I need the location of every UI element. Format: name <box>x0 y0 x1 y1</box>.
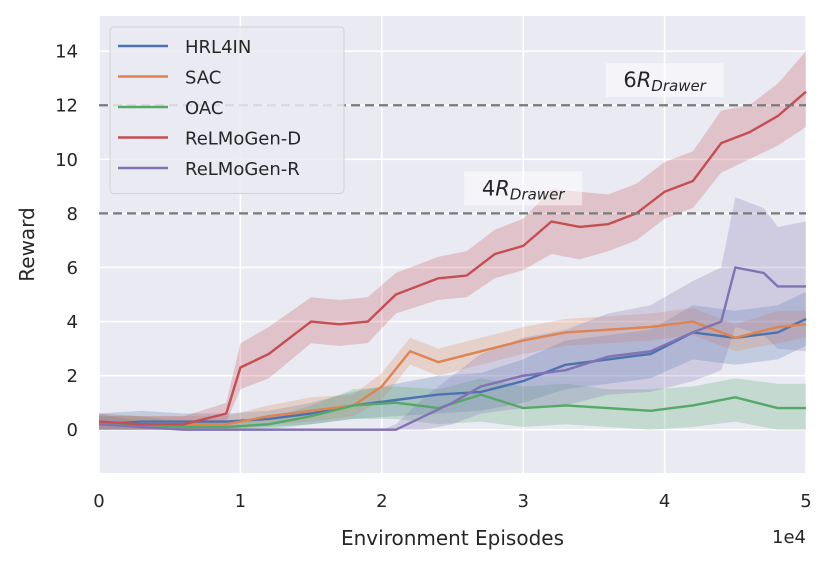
legend-frame <box>109 26 345 194</box>
series-line <box>99 320 807 426</box>
reference-label: 6RDrawer <box>623 68 706 95</box>
series-line <box>98 90 807 426</box>
annotation-box <box>605 63 724 98</box>
reference-label-prefix: 6 <box>623 68 636 92</box>
legend-label: ReLMoGen-D <box>185 129 301 150</box>
legend-label: SAC <box>185 68 221 89</box>
reference-label-r: R <box>637 68 652 92</box>
reference-label-r: R <box>495 176 510 200</box>
legend: HRL4IN SAC OAC ReLMoGen-D ReLMoGen-R <box>109 26 345 194</box>
y-tick-label: 12 <box>55 96 78 117</box>
y-tick-label: 10 <box>55 150 78 171</box>
reference-label-subscript: Drawer <box>651 77 706 95</box>
y-tick-label: 14 <box>55 42 78 63</box>
confidence-band <box>99 51 806 430</box>
legend-label: ReLMoGen-R <box>185 159 300 180</box>
y-tick-label: 8 <box>67 204 78 225</box>
legend-label: HRL4IN <box>185 37 251 58</box>
series-lines <box>98 90 807 431</box>
y-tick-label: 0 <box>67 420 78 441</box>
x-axis-multiplier: 1e4 <box>772 527 806 548</box>
x-tick-label: 3 <box>517 491 528 512</box>
y-tick-label: 4 <box>67 312 78 333</box>
series-line <box>98 266 806 431</box>
x-tick-label: 2 <box>376 491 387 512</box>
annotation-box <box>464 171 583 206</box>
reference-label: 4RDrawer <box>482 176 565 203</box>
x-tick-label: 4 <box>659 491 670 512</box>
y-tick-label: 2 <box>67 366 78 387</box>
series-line <box>98 317 807 426</box>
y-tick-label: 6 <box>67 258 78 279</box>
series-line <box>99 393 806 429</box>
confidence-band <box>99 197 806 430</box>
x-tick-label: 1 <box>235 491 246 512</box>
legend-label: OAC <box>185 98 223 119</box>
reference-label-prefix: 4 <box>482 176 495 200</box>
y-axis-label: Reward <box>15 207 39 281</box>
reference-label-subscript: Drawer <box>510 185 565 203</box>
x-tick-label: 5 <box>800 491 811 512</box>
x-tick-label: 0 <box>93 491 104 512</box>
x-axis-label: Environment Episodes <box>341 526 564 550</box>
confidence-band <box>99 308 806 430</box>
